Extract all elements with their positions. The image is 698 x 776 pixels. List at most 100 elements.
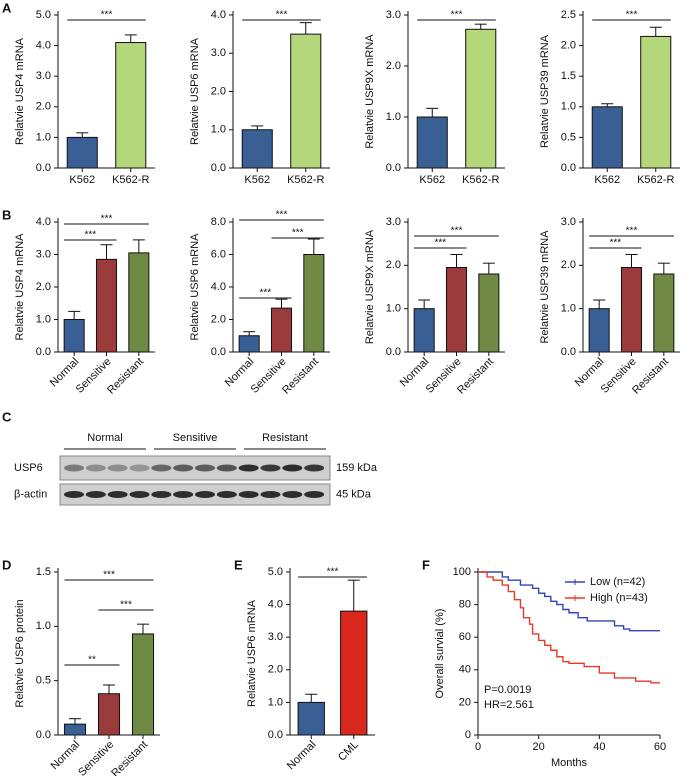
blot-band [85, 464, 106, 472]
survival-curve [478, 571, 660, 632]
y-tick-label: 3.0 [36, 248, 51, 260]
bar [63, 723, 87, 736]
bar [465, 28, 497, 169]
bar [416, 116, 448, 169]
y-tick-label: 1.0 [211, 124, 226, 136]
survival-curve [478, 571, 660, 684]
y-tick-label: 6.0 [211, 248, 226, 260]
blot-band [216, 491, 237, 498]
annotation: P=0.0019 [484, 684, 531, 696]
blot-band [195, 464, 215, 472]
y-tick-label: 1.5 [36, 566, 51, 578]
y-axis-label: Relatvie USP39 mRNA [539, 34, 551, 148]
bar [640, 35, 672, 169]
blot-band [282, 491, 303, 498]
y-tick-label: 2.0 [211, 85, 226, 97]
x-tick-label: K562 [594, 174, 620, 186]
bar [97, 693, 121, 736]
panel-label: E [234, 557, 243, 572]
x-tick-label: K562 [419, 174, 445, 186]
y-tick-label: 40 [459, 664, 471, 676]
y-tick-label: 0 [465, 729, 471, 741]
y-axis-label: Relatvie USP9X mRNA [364, 34, 376, 149]
y-tick-label: 2.0 [561, 40, 576, 52]
y-tick-label: 0.0 [36, 729, 51, 741]
blot-row-label: USP6 [14, 462, 43, 474]
bar [445, 267, 468, 353]
panel-label: D [2, 557, 11, 572]
y-axis-label: Overall survial (%) [434, 609, 446, 699]
y-tick-label: 2.0 [386, 259, 401, 271]
blot-band [151, 464, 172, 472]
y-tick-label: 0.0 [561, 162, 576, 174]
blot-band [151, 491, 172, 498]
y-tick-label: 4.0 [36, 216, 51, 228]
y-tick-label: 3.0 [268, 631, 283, 643]
bar [653, 273, 675, 353]
y-tick-label: 1.0 [386, 303, 401, 315]
panel-label: B [2, 207, 11, 222]
y-tick-label: 1.5 [561, 70, 576, 82]
blot-band [64, 464, 84, 472]
significance-label: *** [626, 226, 638, 237]
y-tick-label: 4.0 [268, 599, 283, 611]
blot-band [216, 464, 237, 472]
x-tick-label: K562-R [112, 174, 149, 186]
bar [591, 106, 623, 169]
significance-label: *** [451, 10, 463, 21]
blot-size-label: 45 kDa [336, 488, 372, 500]
y-tick-label: 3.0 [386, 216, 401, 228]
y-tick-label: 1.0 [386, 111, 401, 123]
blot-group-label: Sensitive [173, 432, 218, 444]
blot-band [107, 491, 128, 498]
bar [241, 129, 273, 169]
x-tick-label: 20 [533, 741, 545, 753]
panel-label: F [422, 557, 430, 572]
y-tick-label: 1.0 [268, 696, 283, 708]
blot-row-label: β-actin [14, 488, 47, 500]
y-tick-label: 2.0 [561, 259, 576, 271]
x-tick-label: CML [336, 739, 361, 764]
bar [115, 42, 147, 169]
blot-band [107, 464, 128, 472]
bar [66, 136, 98, 169]
y-tick-label: 0.0 [211, 162, 226, 174]
y-axis-label: Relatvie USP39 mRNA [539, 230, 551, 344]
blot-band [195, 491, 215, 498]
y-tick-label: 1.0 [36, 313, 51, 325]
blot-band [260, 464, 281, 472]
y-tick-label: 2.0 [211, 313, 226, 325]
y-tick-label: 4.0 [211, 281, 226, 293]
y-tick-label: 0.0 [386, 162, 401, 174]
y-tick-label: 80 [459, 599, 471, 611]
y-tick-label: 0.0 [36, 346, 51, 358]
significance-label: *** [434, 238, 446, 249]
bar [290, 33, 322, 169]
y-tick-label: 0.5 [36, 675, 51, 687]
bar [270, 307, 293, 353]
blot-band [85, 491, 106, 498]
significance-label: *** [84, 230, 96, 241]
x-tick-label: K562 [244, 174, 270, 186]
legend-label: Low (n=42) [590, 576, 645, 588]
significance-label: *** [101, 214, 113, 225]
blot-band [238, 464, 259, 472]
y-tick-label: 2.0 [386, 60, 401, 72]
y-tick-label: 5.0 [36, 9, 51, 21]
bar [478, 273, 500, 353]
bar [95, 258, 118, 353]
y-tick-label: 3.0 [36, 70, 51, 82]
x-tick-label: Normal [285, 739, 319, 773]
y-tick-label: 0.5 [561, 131, 576, 143]
y-tick-label: 2.5 [561, 9, 576, 21]
x-tick-label: Normal [49, 739, 83, 773]
y-axis-label: Relatvie USP4 mRNA [14, 233, 26, 341]
panel-label: C [2, 409, 12, 424]
x-tick-label: K562 [69, 174, 95, 186]
y-tick-label: 8.0 [211, 216, 226, 228]
blot-band [173, 491, 194, 498]
bar [588, 308, 610, 353]
blot-size-label: 159 kDa [336, 462, 378, 474]
